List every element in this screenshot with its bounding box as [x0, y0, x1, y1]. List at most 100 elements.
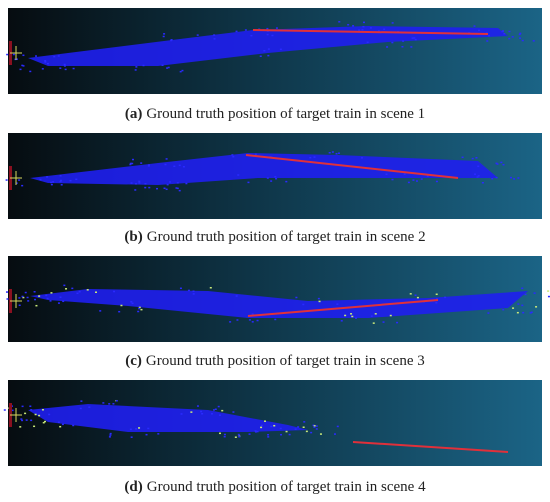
point	[271, 34, 274, 37]
point	[148, 164, 151, 166]
point	[163, 33, 166, 35]
point	[244, 29, 247, 31]
point	[64, 68, 67, 71]
point-cloud-panel	[3, 380, 542, 466]
point	[185, 182, 188, 185]
point	[336, 425, 339, 428]
point	[59, 296, 62, 298]
point	[382, 321, 385, 323]
point-cloud	[28, 26, 508, 66]
point	[5, 179, 8, 181]
point	[266, 27, 269, 30]
point	[41, 68, 44, 70]
point	[347, 23, 350, 26]
point	[496, 163, 499, 165]
point	[29, 70, 32, 73]
point	[200, 410, 203, 413]
point	[302, 303, 305, 306]
point	[166, 183, 169, 186]
point	[279, 427, 282, 430]
point	[29, 405, 32, 407]
point	[60, 184, 63, 186]
point	[266, 33, 269, 36]
point	[310, 431, 313, 434]
point	[19, 68, 22, 71]
point	[250, 34, 253, 37]
point	[41, 409, 44, 411]
point	[30, 419, 33, 422]
point	[407, 181, 410, 184]
point	[517, 303, 520, 305]
point	[129, 428, 132, 431]
point	[288, 433, 291, 436]
point	[302, 426, 305, 428]
point	[297, 426, 300, 428]
point	[181, 69, 184, 72]
point	[372, 322, 375, 324]
point	[519, 32, 522, 35]
point	[147, 165, 150, 167]
point	[113, 290, 116, 293]
point	[46, 176, 49, 178]
point	[295, 296, 298, 299]
point	[59, 180, 62, 183]
point	[210, 413, 213, 415]
point	[33, 425, 36, 428]
point	[18, 304, 21, 307]
point	[360, 157, 363, 159]
caption: (b) Ground truth position of target train…	[124, 229, 425, 245]
point	[6, 298, 9, 300]
point	[229, 321, 232, 323]
point	[256, 430, 259, 433]
point	[140, 162, 143, 164]
point	[50, 181, 53, 184]
point	[532, 40, 535, 42]
point	[266, 177, 269, 179]
point	[24, 412, 27, 415]
point	[235, 295, 238, 297]
point	[396, 321, 399, 324]
point	[416, 296, 419, 299]
point	[414, 38, 417, 41]
point	[209, 287, 212, 289]
point	[192, 290, 195, 292]
point	[201, 412, 204, 415]
point	[38, 414, 41, 417]
point	[477, 29, 480, 32]
point	[71, 287, 74, 290]
point	[179, 70, 182, 73]
point	[165, 188, 168, 191]
caption-label: (a)	[125, 106, 143, 122]
point	[95, 291, 98, 293]
point	[86, 289, 89, 291]
point	[59, 179, 62, 182]
point	[21, 419, 24, 422]
point	[59, 67, 62, 69]
point	[234, 436, 237, 438]
point	[88, 406, 91, 408]
point	[362, 25, 365, 28]
point	[190, 411, 193, 413]
point	[486, 40, 489, 42]
point	[11, 409, 14, 412]
point	[270, 425, 273, 428]
point-cloud-panel	[6, 8, 542, 94]
point	[57, 421, 60, 424]
point	[63, 63, 66, 66]
point	[533, 292, 536, 294]
point	[238, 435, 241, 438]
point	[137, 310, 140, 313]
point	[270, 180, 273, 182]
point	[72, 67, 75, 70]
point	[259, 55, 262, 58]
caption: (d) Ground truth position of target train…	[124, 479, 426, 495]
point	[170, 39, 173, 41]
point	[214, 408, 217, 411]
point	[18, 297, 21, 299]
point	[129, 162, 132, 165]
point	[267, 434, 270, 436]
point	[315, 425, 318, 427]
point	[426, 175, 429, 177]
point	[129, 163, 132, 166]
caption-text: Ground truth position of target train in…	[147, 479, 426, 495]
